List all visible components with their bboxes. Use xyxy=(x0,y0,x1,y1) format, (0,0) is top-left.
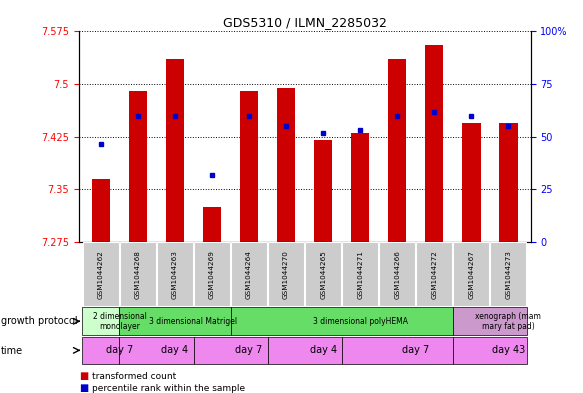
Bar xyxy=(425,46,444,242)
Bar xyxy=(380,242,415,306)
Text: GSM1044262: GSM1044262 xyxy=(98,250,104,299)
Text: 3 dimensional Matrigel: 3 dimensional Matrigel xyxy=(149,317,238,326)
Bar xyxy=(388,59,406,242)
Bar xyxy=(194,242,230,306)
Bar xyxy=(82,336,120,364)
Text: GSM1044269: GSM1044269 xyxy=(209,250,215,299)
Text: day 4: day 4 xyxy=(310,345,337,355)
Text: day 4: day 4 xyxy=(161,345,188,355)
Text: GSM1044265: GSM1044265 xyxy=(320,250,326,299)
Bar xyxy=(129,91,147,242)
Text: GSM1044268: GSM1044268 xyxy=(135,250,141,299)
Bar xyxy=(240,91,258,242)
Text: GSM1044273: GSM1044273 xyxy=(505,250,511,299)
Text: xenograph (mam
mary fat pad): xenograph (mam mary fat pad) xyxy=(475,312,541,331)
Text: GSM1044270: GSM1044270 xyxy=(283,250,289,299)
Bar xyxy=(277,88,296,242)
Bar xyxy=(490,242,526,306)
Bar xyxy=(499,123,518,242)
Text: GSM1044271: GSM1044271 xyxy=(357,250,363,299)
Bar xyxy=(120,336,194,364)
Bar xyxy=(231,242,267,306)
Bar xyxy=(83,242,119,306)
Text: day 7: day 7 xyxy=(236,345,263,355)
Text: GSM1044264: GSM1044264 xyxy=(246,250,252,299)
Text: GSM1044266: GSM1044266 xyxy=(394,250,400,299)
Text: 3 dimensional polyHEMA: 3 dimensional polyHEMA xyxy=(312,317,408,326)
Text: day 43: day 43 xyxy=(491,345,525,355)
Text: percentile rank within the sample: percentile rank within the sample xyxy=(92,384,245,393)
Bar xyxy=(351,133,370,242)
Text: ■: ■ xyxy=(79,383,88,393)
Bar xyxy=(268,336,342,364)
Bar xyxy=(166,59,184,242)
Text: transformed count: transformed count xyxy=(92,372,176,381)
Bar xyxy=(120,242,156,306)
Bar xyxy=(462,123,480,242)
Bar xyxy=(194,336,268,364)
Text: 2 dimensional
monolayer: 2 dimensional monolayer xyxy=(93,312,146,331)
Bar xyxy=(268,242,304,306)
Text: day 7: day 7 xyxy=(106,345,133,355)
Text: day 7: day 7 xyxy=(402,345,429,355)
Bar xyxy=(342,242,378,306)
Bar xyxy=(92,178,110,242)
Bar xyxy=(453,307,527,335)
Bar xyxy=(453,336,527,364)
Bar xyxy=(416,242,452,306)
Text: time: time xyxy=(1,345,23,356)
Bar xyxy=(157,242,193,306)
Bar xyxy=(342,336,453,364)
Bar xyxy=(230,307,453,335)
Bar xyxy=(454,242,489,306)
Text: ■: ■ xyxy=(79,371,88,382)
Text: growth protocol: growth protocol xyxy=(1,316,77,326)
Bar xyxy=(120,307,230,335)
Bar xyxy=(82,307,120,335)
Bar xyxy=(314,140,332,242)
Text: GSM1044263: GSM1044263 xyxy=(172,250,178,299)
Text: GSM1044267: GSM1044267 xyxy=(468,250,475,299)
Text: GSM1044272: GSM1044272 xyxy=(431,250,437,299)
Bar xyxy=(203,207,222,242)
Title: GDS5310 / ILMN_2285032: GDS5310 / ILMN_2285032 xyxy=(223,16,387,29)
Bar xyxy=(305,242,341,306)
